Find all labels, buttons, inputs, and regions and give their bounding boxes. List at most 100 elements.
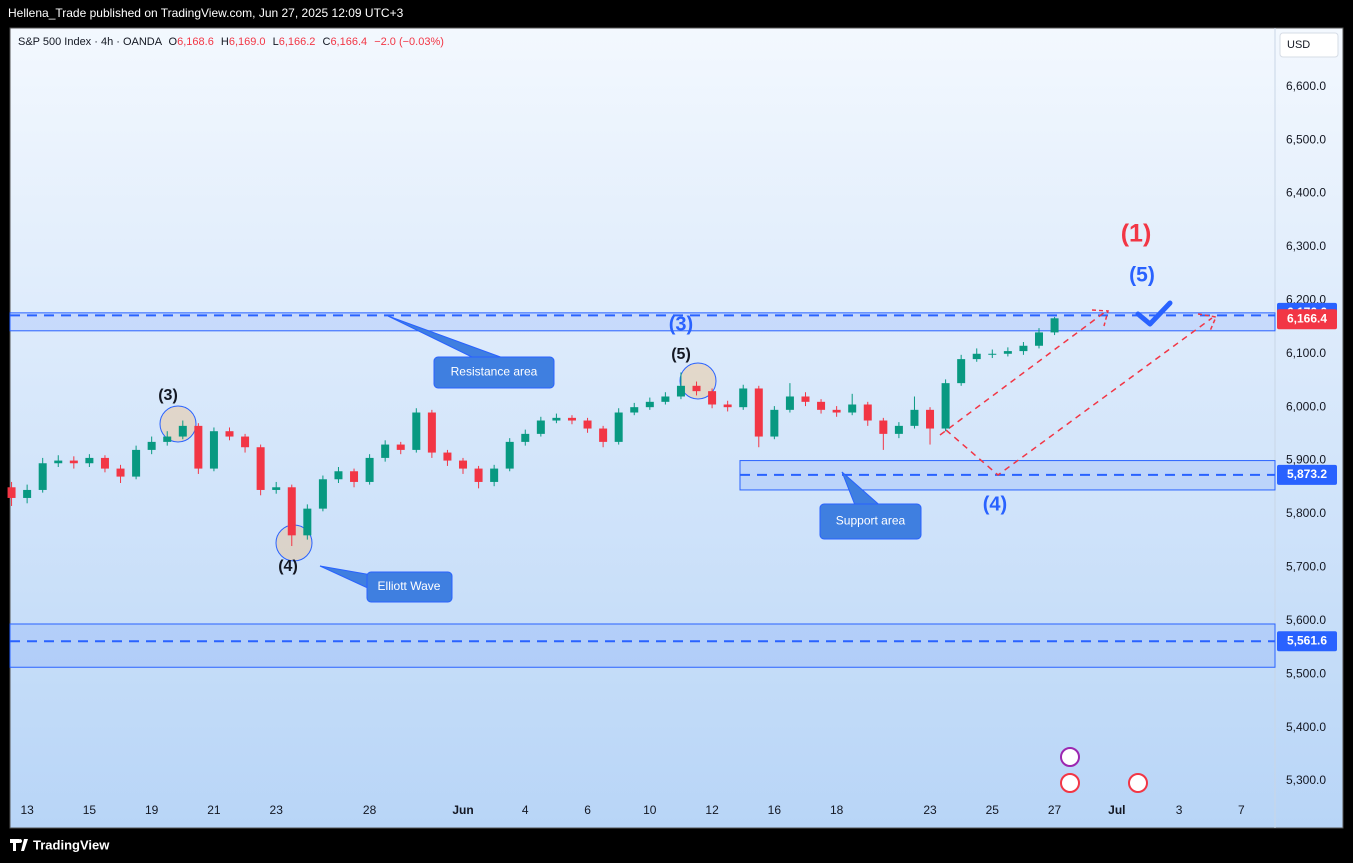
candle-body	[365, 457, 374, 482]
candle-body	[100, 457, 109, 469]
candle-body	[817, 401, 826, 410]
candle-body	[1050, 318, 1059, 333]
candle-body	[69, 460, 78, 464]
price-tag	[1277, 631, 1337, 652]
currency-button[interactable]	[1279, 32, 1339, 58]
candle-body	[381, 444, 390, 458]
candle-body	[1034, 332, 1043, 346]
candle-body	[459, 460, 468, 469]
candle-body	[583, 420, 592, 429]
price-tag-label: 5,561.6	[1287, 633, 1327, 647]
y-tick-label: 5,600.0	[1286, 613, 1326, 627]
wave-label: (4)	[278, 558, 298, 575]
candle-body	[754, 388, 763, 437]
ohlc-value: 6,169.0	[229, 36, 266, 48]
candle-body	[785, 396, 794, 410]
wave-label: (1)	[1121, 220, 1152, 248]
candle-body	[521, 433, 530, 442]
candle-body	[474, 468, 483, 482]
candle-body	[225, 431, 234, 437]
candle-body	[676, 385, 685, 397]
legend: S&P 500 Index · 4h · OANDA O6,168.6 H6,1…	[18, 36, 444, 48]
callout-label: Support area	[836, 514, 906, 528]
candle-body	[972, 353, 981, 360]
candle-body	[38, 463, 47, 490]
candle-body	[318, 479, 327, 509]
candle-body	[552, 417, 561, 421]
y-tick-label: 5,400.0	[1286, 720, 1326, 734]
wave-label: (4)	[983, 493, 1007, 515]
candle-body	[505, 441, 514, 469]
y-tick-label: 6,000.0	[1286, 399, 1326, 413]
callout-label: Resistance area	[451, 365, 538, 379]
logo: TradingView	[10, 837, 110, 852]
candle-body	[941, 383, 950, 429]
zone	[9, 623, 1276, 668]
highlight-circle	[159, 405, 197, 443]
ohlc-value: 6,168.6	[177, 36, 214, 48]
wave-label: (3)	[158, 387, 178, 404]
candle-body	[770, 409, 779, 437]
candle-body	[723, 404, 732, 408]
x-tick-label: 28	[363, 803, 377, 817]
x-tick-label: 27	[1048, 803, 1062, 817]
candle-body	[54, 460, 63, 464]
candle-body	[116, 468, 125, 477]
highlight-circle	[679, 362, 717, 400]
ohlc-value: 6,166.2	[279, 36, 316, 48]
candle-body	[692, 385, 701, 392]
candle-body	[85, 457, 94, 464]
currency: USD	[1287, 39, 1310, 51]
x-tick-label: 10	[643, 803, 657, 817]
price-tag	[1277, 309, 1337, 330]
candle-body	[272, 487, 281, 490]
y-tick-label: 6,300.0	[1286, 239, 1326, 253]
candle-body	[614, 412, 623, 442]
candle-body	[599, 428, 608, 442]
candle-body	[848, 404, 857, 413]
x-tick-label: 6	[584, 803, 591, 817]
y-tick-label: 5,500.0	[1286, 666, 1326, 680]
candle-body	[879, 420, 888, 434]
footer: TradingView	[33, 837, 110, 852]
y-tick-label: 5,800.0	[1286, 506, 1326, 520]
x-tick-label: 16	[768, 803, 782, 817]
event-icons	[1060, 747, 1148, 793]
candle-body	[334, 471, 343, 480]
symbol: S&P 500 Index · 4h · OANDA	[18, 36, 163, 48]
x-tick-label: Jun	[452, 803, 473, 817]
x-tick-label: 19	[145, 803, 159, 817]
candle-body	[894, 425, 903, 434]
candle-body	[988, 353, 997, 355]
candle-body	[957, 359, 966, 384]
x-tick-label: 15	[83, 803, 97, 817]
candle-body	[209, 431, 218, 469]
y-tick-label: 5,900.0	[1286, 453, 1326, 467]
candle-body	[739, 388, 748, 408]
projection	[945, 317, 1213, 476]
candle-body	[645, 401, 654, 408]
candle-body	[23, 489, 32, 498]
projection-arrow	[1091, 309, 1109, 327]
candle-body	[536, 420, 545, 434]
projection-arrow	[1197, 313, 1218, 332]
change: −2.0 (−0.03%)	[374, 36, 444, 48]
x-tick-label: 7	[1238, 803, 1245, 817]
x-tick-label: 13	[20, 803, 34, 817]
chart-area	[9, 27, 1344, 829]
candle-body	[178, 425, 187, 437]
candle-body	[241, 436, 250, 448]
candle-body	[147, 441, 156, 450]
ohlc-key: O	[169, 36, 178, 48]
candle-body	[427, 412, 436, 453]
x-tick-label: 23	[923, 803, 937, 817]
candle-body	[567, 417, 576, 421]
candle-body	[926, 409, 935, 429]
candle-body	[630, 407, 639, 413]
callout-label: Elliott Wave	[378, 579, 441, 593]
price-tag-label: 6,166.4	[1287, 311, 1327, 325]
x-tick-label: 21	[207, 803, 221, 817]
x-tick-label: 4	[522, 803, 529, 817]
candle-body	[443, 452, 452, 461]
